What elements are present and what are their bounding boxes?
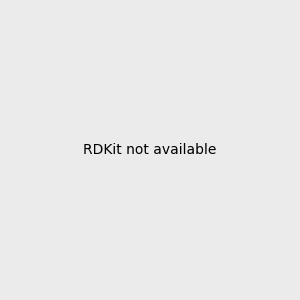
Text: RDKit not available: RDKit not available [83,143,217,157]
